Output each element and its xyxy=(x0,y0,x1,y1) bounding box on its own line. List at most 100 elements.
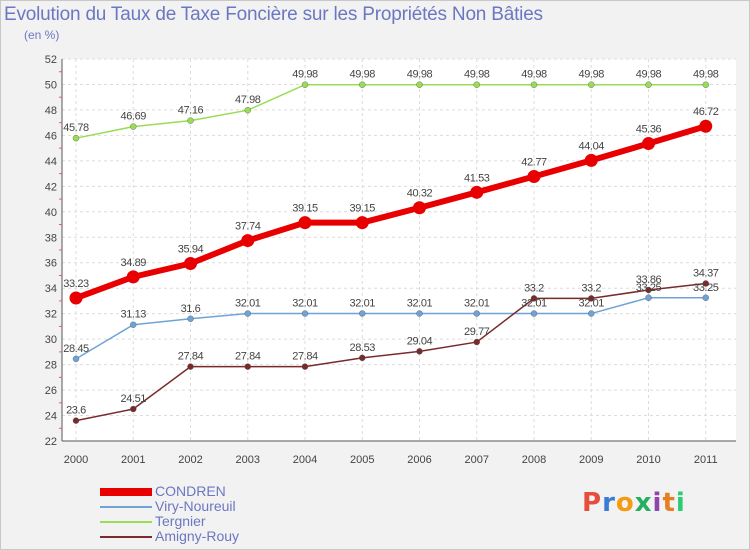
data-label-viry-noureuil: 31.6 xyxy=(181,303,201,315)
data-label-viry-noureuil: 32.01 xyxy=(292,298,318,310)
data-point-tergnier xyxy=(130,123,137,130)
data-label-viry-noureuil: 31.13 xyxy=(120,309,146,321)
data-point-tergnier xyxy=(645,81,652,88)
data-point-tergnier xyxy=(702,81,709,88)
data-point-amigny-rouy xyxy=(645,286,652,294)
logo-letter: i xyxy=(675,488,686,518)
data-label-tergnier: 49.98 xyxy=(693,69,719,81)
x-tick-label: 2011 xyxy=(694,454,718,466)
data-label-viry-noureuil: 32.01 xyxy=(464,298,490,310)
data-point-condren xyxy=(527,170,541,184)
data-point-viry-noureuil xyxy=(187,315,194,322)
data-label-tergnier: 49.98 xyxy=(349,69,375,81)
data-point-viry-noureuil xyxy=(645,294,652,301)
series-line-tergnier xyxy=(75,83,706,139)
x-tick-label: 2006 xyxy=(407,454,431,466)
legend-label-viry-noureuil: Viry-Noureuil xyxy=(155,498,236,514)
data-label-viry-noureuil: 33.25 xyxy=(693,282,719,294)
data-label-condren: 46.72 xyxy=(693,106,719,118)
plot-area xyxy=(62,59,736,441)
data-label-amigny-rouy: 34.37 xyxy=(693,267,719,279)
data-label-tergnier: 49.98 xyxy=(578,69,604,81)
data-label-viry-noureuil: 32.01 xyxy=(349,298,375,310)
data-point-condren xyxy=(642,137,655,151)
legend-label-amigny-rouy: Amigny-Rouy xyxy=(155,528,240,544)
data-label-condren: 44.04 xyxy=(578,140,604,152)
x-tick-label: 2004 xyxy=(293,454,317,466)
data-point-condren xyxy=(184,256,197,270)
legend-swatch-amigny-rouy xyxy=(100,536,152,538)
y-tick-label: 24 xyxy=(45,411,57,423)
data-label-amigny-rouy: 33.2 xyxy=(524,282,544,294)
data-point-amigny-rouy xyxy=(187,363,194,370)
data-label-amigny-rouy: 24.51 xyxy=(120,393,146,405)
data-point-viry-noureuil xyxy=(530,310,538,317)
y-tick-label: 52 xyxy=(45,54,57,66)
data-label-condren: 39.15 xyxy=(292,203,318,215)
x-tick-label: 2009 xyxy=(579,454,603,466)
data-label-amigny-rouy: 27.84 xyxy=(292,351,318,363)
x-tick-label: 2002 xyxy=(178,454,202,466)
y-tick-label: 44 xyxy=(45,156,57,168)
data-label-condren: 42.77 xyxy=(521,157,547,169)
data-label-amigny-rouy: 28.53 xyxy=(349,342,375,354)
data-point-viry-noureuil xyxy=(244,310,251,317)
logo-letter: x xyxy=(634,488,653,518)
legend-swatch-condren xyxy=(100,488,152,496)
data-point-amigny-rouy xyxy=(130,405,137,413)
data-point-condren xyxy=(584,153,598,167)
data-point-viry-noureuil xyxy=(130,321,137,328)
data-point-amigny-rouy xyxy=(359,354,366,362)
logo-letter: t xyxy=(662,488,676,518)
data-label-tergnier: 49.98 xyxy=(464,69,490,81)
logo-letter: r xyxy=(602,488,616,518)
data-label-amigny-rouy: 23.6 xyxy=(66,405,86,417)
data-label-viry-noureuil: 33.25 xyxy=(636,282,662,294)
y-tick-label: 34 xyxy=(45,283,57,295)
y-tick-label: 32 xyxy=(45,309,57,321)
y-tick-label: 48 xyxy=(45,105,57,117)
logo-letter: P xyxy=(582,488,603,518)
data-label-amigny-rouy: 33.2 xyxy=(581,282,601,294)
data-point-condren xyxy=(241,234,255,248)
data-label-amigny-rouy: 29.04 xyxy=(407,335,433,347)
series-line-viry-noureuil xyxy=(75,297,706,360)
data-point-condren xyxy=(413,201,426,215)
data-label-tergnier: 49.98 xyxy=(407,69,433,81)
y-tick-label: 46 xyxy=(45,130,57,142)
x-tick-label: 2010 xyxy=(636,454,660,466)
data-label-viry-noureuil: 32.01 xyxy=(407,298,433,310)
y-tick-label: 38 xyxy=(45,232,57,244)
data-label-tergnier: 45.78 xyxy=(63,122,89,134)
data-point-viry-noureuil xyxy=(473,310,480,317)
data-point-viry-noureuil xyxy=(301,310,309,317)
chart-subtitle: (en %) xyxy=(24,28,60,42)
data-label-viry-noureuil: 32.01 xyxy=(235,298,261,310)
chart-title: Evolution du Taux de Taxe Foncière sur l… xyxy=(4,4,543,25)
data-label-condren: 33.23 xyxy=(63,278,89,290)
data-label-tergnier: 47.98 xyxy=(235,94,261,106)
data-label-tergnier: 49.98 xyxy=(292,69,318,81)
legend-swatch-viry-noureuil xyxy=(100,506,152,508)
y-tick-label: 22 xyxy=(45,436,57,448)
series-line-amigny-rouy xyxy=(75,282,706,422)
x-tick-label: 2003 xyxy=(236,454,260,466)
x-tick-label: 2005 xyxy=(350,454,374,466)
data-label-amigny-rouy: 27.84 xyxy=(235,351,261,363)
data-point-amigny-rouy xyxy=(416,348,423,355)
legend-label-condren: CONDREN xyxy=(155,483,226,499)
y-tick-label: 50 xyxy=(45,79,57,91)
logo-letter: i xyxy=(652,488,663,518)
data-point-tergnier xyxy=(72,135,80,142)
data-point-tergnier xyxy=(416,81,423,88)
data-point-amigny-rouy xyxy=(473,338,480,346)
data-label-condren: 37.74 xyxy=(235,221,261,233)
data-label-tergnier: 46.69 xyxy=(120,111,146,123)
series-line-condren xyxy=(74,123,707,301)
data-label-viry-noureuil: 32.01 xyxy=(578,298,604,310)
data-point-tergnier xyxy=(359,81,366,88)
data-label-condren: 40.32 xyxy=(407,188,433,200)
data-label-condren: 34.89 xyxy=(120,257,146,269)
y-tick-label: 30 xyxy=(45,334,57,346)
